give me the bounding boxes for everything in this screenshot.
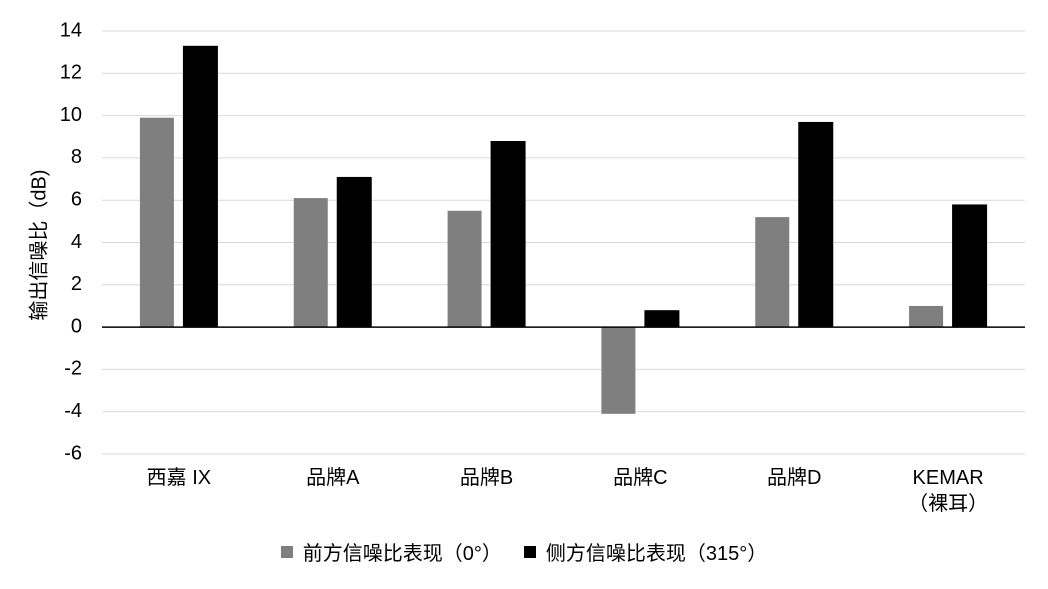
y-tick-label: 2 bbox=[71, 273, 82, 295]
bar bbox=[490, 140, 526, 328]
legend-item: 侧方信噪比表现（315°） bbox=[523, 537, 768, 566]
x-tick-label: 西嘉 IX bbox=[146, 467, 212, 489]
y-tick-label: 0 bbox=[71, 315, 82, 337]
y-tick-label: 14 bbox=[60, 19, 82, 41]
y-tick-label: 4 bbox=[71, 231, 82, 253]
legend-label: 前方信噪比表现（0°） bbox=[302, 543, 502, 565]
y-tick-label: 12 bbox=[60, 62, 82, 84]
y-tick-label: 10 bbox=[60, 104, 82, 126]
x-tick-label: 品牌D bbox=[767, 467, 822, 489]
y-tick-label: -4 bbox=[64, 400, 82, 422]
y-tick-label: -6 bbox=[64, 442, 82, 464]
bar bbox=[293, 198, 328, 328]
bar bbox=[336, 176, 372, 328]
y-axis-title: 输出信噪比（dB) bbox=[27, 169, 50, 320]
legend: 前方信噪比表现（0°） 侧方信噪比表现（315°） bbox=[0, 537, 1048, 566]
x-tick-label: 品牌C bbox=[613, 467, 668, 489]
bar bbox=[909, 305, 944, 328]
legend-swatch bbox=[280, 545, 293, 558]
bar bbox=[182, 45, 218, 328]
x-tick-label: 品牌B bbox=[459, 467, 514, 489]
bar bbox=[644, 310, 680, 328]
x-tick-label: KEMAR （裸耳） bbox=[908, 467, 989, 515]
y-tick-label: 6 bbox=[71, 188, 82, 210]
bar bbox=[139, 117, 174, 328]
bar bbox=[952, 204, 988, 328]
legend-swatch bbox=[523, 545, 536, 558]
legend-item: 前方信噪比表现（0°） bbox=[280, 537, 502, 566]
bar bbox=[447, 210, 482, 328]
y-tick-label: 8 bbox=[71, 146, 82, 168]
bar bbox=[601, 327, 636, 414]
x-tick-label: 品牌A bbox=[306, 467, 360, 489]
legend-label: 侧方信噪比表现（315°） bbox=[545, 543, 768, 565]
bar bbox=[755, 217, 790, 328]
y-tick-label: -2 bbox=[64, 358, 82, 380]
bar bbox=[798, 121, 834, 328]
